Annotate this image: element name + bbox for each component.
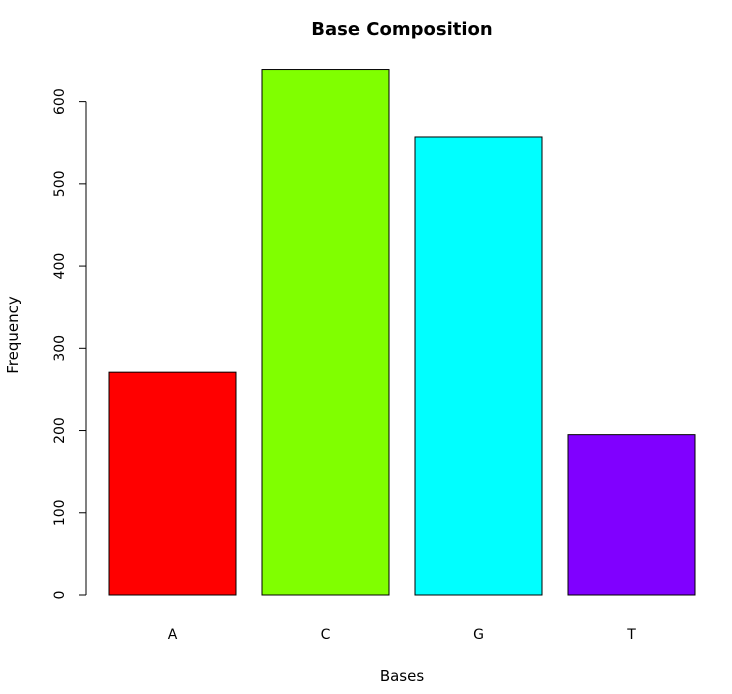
x-tick-label: T <box>626 627 636 643</box>
y-tick-label: 400 <box>52 253 68 280</box>
bar-c <box>261 69 390 596</box>
chart-title: Base Composition <box>311 19 492 40</box>
y-tick-label: 300 <box>52 335 68 362</box>
x-tick-label: G <box>473 627 484 643</box>
y-tick-label: 500 <box>52 170 68 197</box>
bar-g <box>414 136 543 596</box>
x-axis-label: Bases <box>380 667 425 685</box>
x-tick-label: C <box>321 627 331 643</box>
y-axis: 0 100 200 300 400 500 600 <box>52 88 87 600</box>
y-tick-label: 0 <box>52 591 68 600</box>
bar-a <box>108 371 237 596</box>
y-axis-label: Frequency <box>4 296 22 374</box>
y-tick-label: 200 <box>52 417 68 444</box>
y-tick-label: 600 <box>52 88 68 115</box>
bar-t <box>567 434 696 596</box>
x-tick-label: A <box>168 627 178 643</box>
bars <box>108 69 696 596</box>
y-tick-label: 100 <box>52 499 68 526</box>
